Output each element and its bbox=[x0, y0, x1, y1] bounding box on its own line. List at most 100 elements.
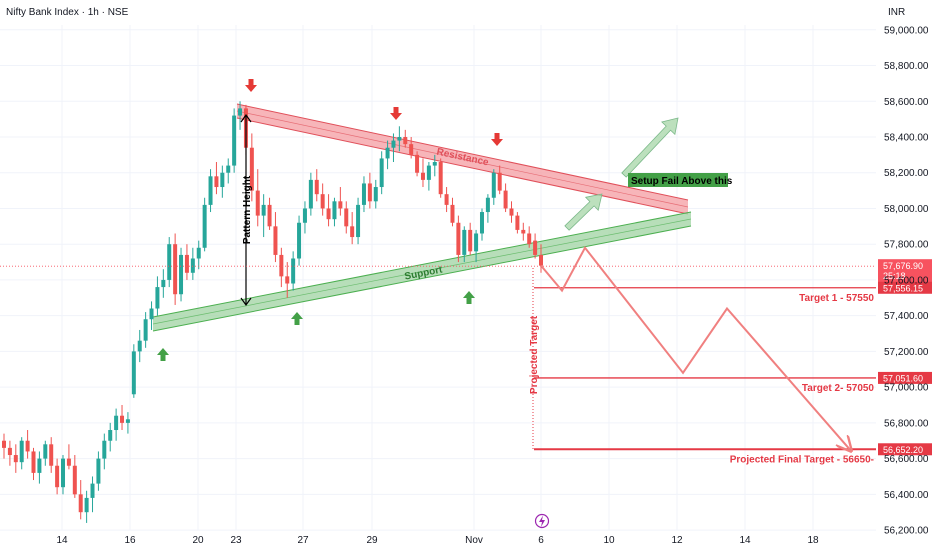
candle bbox=[320, 183, 325, 216]
candle bbox=[214, 162, 219, 195]
pattern-height-marker: Pattern Height bbox=[240, 113, 253, 307]
target-label: Projected Final Target - 56650- bbox=[730, 454, 874, 465]
breakout-arrow-small bbox=[564, 193, 603, 231]
y-axis[interactable]: 56,200.00 56,400.00 56,600.00 56,800.00 57,0… bbox=[884, 25, 929, 536]
breakout-arrow-large bbox=[621, 117, 679, 178]
candle bbox=[456, 215, 461, 263]
candle bbox=[7, 440, 12, 466]
target-level: 57,556.15 Target 1 - 57550 bbox=[534, 281, 932, 304]
y-tick-label: 56,400.00 bbox=[884, 490, 929, 501]
chart-title: Nifty Bank Index · 1h · NSE bbox=[6, 7, 129, 18]
x-tick-label: 16 bbox=[124, 535, 136, 546]
candle bbox=[527, 226, 532, 248]
candle bbox=[167, 237, 172, 288]
projected-target-marker: Projected Target bbox=[529, 268, 540, 450]
up-arrow-icon bbox=[291, 312, 303, 325]
candle bbox=[102, 433, 107, 470]
candle bbox=[31, 447, 36, 481]
candle bbox=[509, 201, 514, 223]
candle bbox=[385, 140, 390, 170]
candle bbox=[37, 451, 42, 484]
candle bbox=[220, 165, 225, 198]
annotations: Pattern Height Setup Fail Above this 57,67… bbox=[0, 79, 932, 529]
candle bbox=[491, 169, 496, 205]
target-price-tag: 57,051.60 bbox=[883, 373, 923, 383]
target-price-tag: 56,652.20 bbox=[883, 445, 923, 455]
x-tick-label: 20 bbox=[192, 535, 204, 546]
down-arrow-icon bbox=[390, 107, 402, 120]
y-tick-label: 58,400.00 bbox=[884, 133, 929, 144]
down-arrow-icon bbox=[245, 79, 257, 92]
candle bbox=[108, 422, 113, 452]
candle bbox=[25, 430, 30, 459]
candle bbox=[84, 490, 89, 523]
candle bbox=[184, 244, 189, 280]
candle bbox=[539, 244, 543, 273]
x-tick-label: 10 bbox=[603, 535, 615, 546]
candle bbox=[72, 455, 77, 498]
x-tick-label: 12 bbox=[671, 535, 683, 546]
candle bbox=[326, 194, 331, 227]
candle bbox=[332, 197, 337, 227]
candle bbox=[120, 405, 125, 431]
candle bbox=[43, 440, 48, 466]
candle bbox=[255, 169, 260, 227]
candle bbox=[379, 151, 384, 195]
candle bbox=[66, 444, 71, 470]
candle bbox=[202, 197, 207, 252]
candle bbox=[78, 480, 83, 520]
candle bbox=[55, 458, 60, 495]
pattern-height-label: Pattern Height bbox=[242, 175, 253, 244]
x-tick-label: 14 bbox=[739, 535, 751, 546]
y-tick-label: 56,200.00 bbox=[884, 526, 929, 537]
candle bbox=[90, 476, 95, 513]
candle bbox=[149, 301, 154, 330]
target-level: 57,051.60 Target 2- 57050 bbox=[534, 371, 932, 394]
candle bbox=[367, 172, 372, 209]
candle bbox=[533, 233, 538, 259]
candle bbox=[279, 247, 284, 288]
candle bbox=[273, 212, 278, 263]
candle bbox=[131, 344, 136, 398]
candle bbox=[302, 201, 307, 234]
candle bbox=[403, 129, 408, 148]
y-tick-label: 58,200.00 bbox=[884, 168, 929, 179]
candle bbox=[114, 408, 119, 441]
x-tick-label: 18 bbox=[807, 535, 819, 546]
candle bbox=[438, 158, 443, 198]
target-label: Target 1 - 57550 bbox=[799, 293, 874, 304]
up-arrow-icon bbox=[463, 291, 475, 304]
y-tick-label: 57,000.00 bbox=[884, 383, 929, 394]
y-tick-label: 58,800.00 bbox=[884, 61, 929, 72]
candle bbox=[161, 269, 166, 298]
candle bbox=[297, 215, 302, 266]
candle bbox=[450, 197, 455, 227]
x-tick-label: 14 bbox=[56, 535, 68, 546]
setup-fail-label: Setup Fail Above this bbox=[631, 176, 733, 187]
candle bbox=[285, 262, 290, 298]
y-tick-label: 57,200.00 bbox=[884, 347, 929, 358]
projection-path bbox=[540, 245, 850, 450]
candle bbox=[415, 151, 420, 177]
candle bbox=[190, 247, 195, 280]
y-tick-label: 56,800.00 bbox=[884, 418, 929, 429]
target-label: Target 2- 57050 bbox=[802, 383, 875, 394]
lightning-icon[interactable] bbox=[534, 513, 550, 529]
candle bbox=[249, 133, 254, 202]
candle bbox=[314, 169, 319, 202]
countdown-value: 25:18 bbox=[883, 271, 906, 281]
y-tick-label: 58,600.00 bbox=[884, 97, 929, 108]
candle bbox=[426, 162, 431, 191]
projected-target-label: Projected Target bbox=[529, 315, 540, 394]
candle bbox=[291, 251, 296, 291]
y-tick-label: 58,000.00 bbox=[884, 204, 929, 215]
candle bbox=[2, 433, 6, 459]
candle bbox=[397, 126, 402, 152]
candle bbox=[267, 197, 272, 230]
x-axis[interactable]: 14 16 20 23 27 29 Nov 6 10 12 14 18 bbox=[56, 535, 819, 546]
candle bbox=[503, 183, 508, 213]
target-price-tag: 57,556.15 bbox=[883, 283, 923, 293]
candle bbox=[344, 201, 349, 234]
